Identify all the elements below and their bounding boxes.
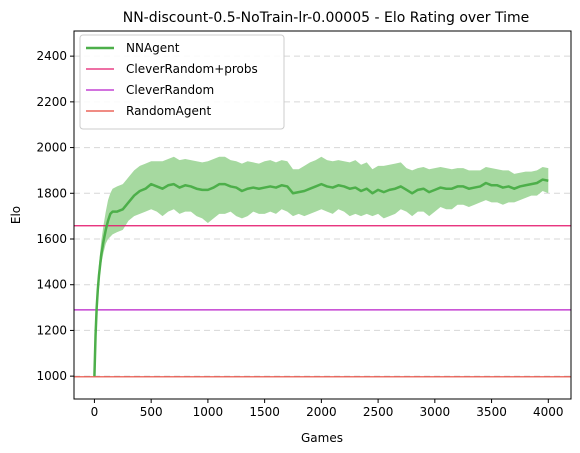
legend-label-cleverrandom: CleverRandom [126, 83, 214, 97]
x-tick-label: 3000 [420, 405, 451, 419]
y-axis-label: Elo [9, 206, 23, 224]
x-tick-label: 2000 [306, 405, 337, 419]
y-tick-label: 1200 [36, 323, 67, 337]
legend-label-nnagent: NNAgent [126, 41, 180, 55]
x-axis-label: Games [301, 431, 343, 445]
chart-title: NN-discount-0.5-NoTrain-lr-0.00005 - Elo… [123, 10, 530, 26]
x-tick-label: 2500 [363, 405, 394, 419]
plot-frame [73, 30, 572, 400]
x-axis-ticks: 0 500 1000 1500 2000 2500 3000 3500 4000 [91, 399, 564, 419]
y-tick-label: 1400 [36, 278, 67, 292]
legend-box [79, 34, 285, 130]
y-tick-label: 2400 [36, 49, 67, 63]
legend-label-cleverrandom-probs: CleverRandom+probs [126, 62, 258, 76]
y-tick-label: 1800 [36, 186, 67, 200]
x-tick-label: 1500 [249, 405, 280, 419]
x-tick-label: 0 [91, 405, 99, 419]
y-tick-label: 1600 [36, 232, 67, 246]
band-layer [94, 156, 549, 377]
x-tick-label: 500 [140, 405, 163, 419]
y-tick-label: 1000 [36, 369, 67, 383]
reference-lines [74, 225, 571, 378]
x-tick-label: 4000 [533, 405, 564, 419]
nnagent-confidence-band [94, 156, 549, 377]
y-tick-label: 2200 [36, 95, 67, 109]
series-lines [93, 178, 549, 377]
y-tick-label: 2000 [36, 141, 67, 155]
nnagent-line [93, 178, 549, 377]
y-axis-ticks: 1000 1200 1400 1600 1800 2000 2200 2400 [36, 49, 74, 383]
x-tick-label: 1000 [193, 405, 224, 419]
legend: NNAgent CleverRandom+probs CleverRandom Ran… [79, 34, 285, 130]
x-tick-label: 3500 [476, 405, 507, 419]
legend-label-randomagent: RandomAgent [126, 104, 211, 118]
